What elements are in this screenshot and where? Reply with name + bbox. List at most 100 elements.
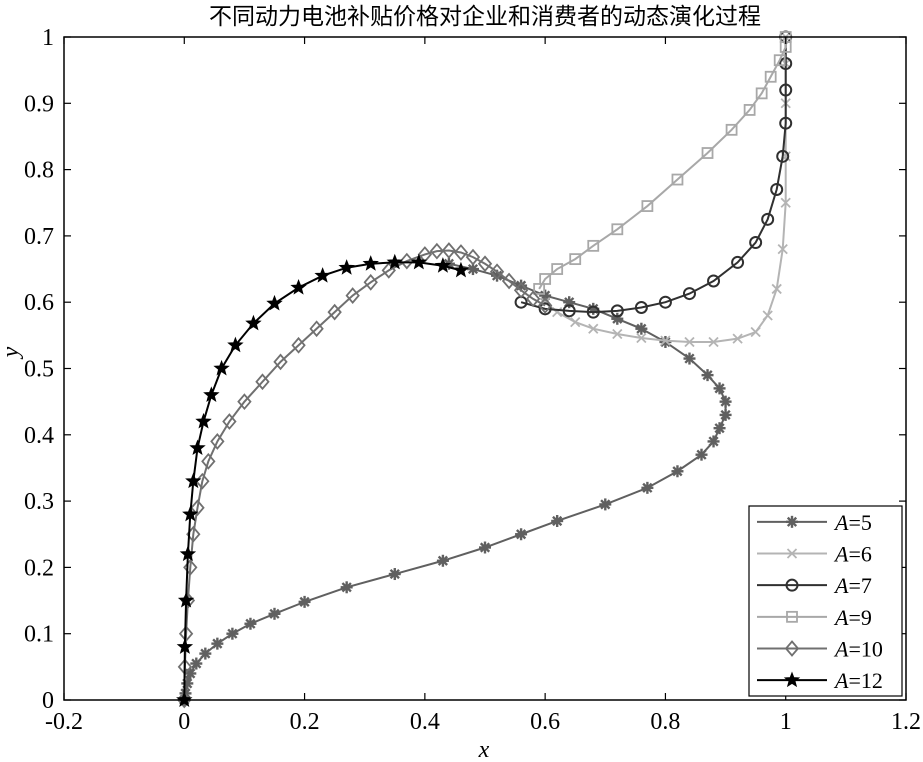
data-point — [309, 320, 324, 338]
legend-label-val: =7 — [848, 573, 871, 598]
data-point — [199, 647, 212, 660]
data-point — [707, 435, 720, 448]
data-point — [671, 173, 684, 186]
data-point — [785, 578, 799, 592]
data-point — [588, 323, 599, 334]
data-point — [537, 297, 553, 314]
data-point — [659, 335, 672, 348]
legend-entry: A=9 — [757, 605, 872, 630]
data-point — [779, 116, 793, 130]
data-point — [641, 481, 654, 494]
data-point — [452, 261, 470, 278]
legend-label: A=6 — [833, 542, 872, 567]
data-point — [182, 505, 199, 522]
data-point — [201, 452, 216, 470]
data-point — [338, 259, 355, 275]
data-point — [345, 287, 360, 304]
data-point — [255, 373, 270, 391]
legend-label-var: A — [833, 542, 849, 567]
x-tick-label: 0.8 — [650, 709, 680, 735]
data-point — [611, 223, 624, 236]
legend-box — [748, 505, 903, 697]
y-tick-label: 0.5 — [24, 357, 54, 383]
data-point — [671, 465, 684, 478]
data-point — [636, 332, 647, 344]
data-point — [750, 326, 761, 338]
data-point — [501, 272, 517, 290]
legend-label: A=10 — [833, 637, 883, 662]
data-point — [587, 239, 600, 252]
data-point — [538, 302, 552, 316]
y-axis-label: y — [0, 346, 24, 359]
data-point — [290, 278, 307, 295]
data-point — [682, 287, 696, 301]
data-point — [429, 242, 445, 260]
data-point — [489, 263, 505, 281]
data-point — [634, 301, 648, 315]
y-tick-label: 1 — [42, 25, 54, 51]
data-point — [453, 244, 469, 261]
legend-label-val: =5 — [848, 510, 871, 535]
y-tick-label: 0.9 — [24, 91, 54, 117]
x-axis-label: x — [478, 737, 490, 762]
series-a-10 — [177, 242, 553, 709]
data-point — [770, 182, 784, 196]
data-point — [314, 267, 331, 283]
data-point — [780, 197, 791, 208]
y-tick-label: 0.8 — [24, 158, 54, 184]
x-tick-label: 0 — [178, 709, 190, 735]
data-point — [436, 554, 449, 567]
legend-label-var: A — [833, 637, 849, 662]
legend-label: A=7 — [833, 573, 872, 598]
data-point — [725, 123, 738, 136]
legend-label: A=5 — [833, 510, 872, 535]
axis-ticks: -0.2 0 0.2 0.4 0.6 0.8 1 1.200.10.20.30.40.50.6… — [24, 25, 921, 735]
data-point — [245, 314, 262, 331]
data-point — [641, 200, 654, 212]
data-point — [183, 559, 198, 576]
data-point — [298, 595, 311, 608]
data-point — [707, 274, 721, 288]
data-point — [719, 408, 732, 421]
legend-entry: A=12 — [757, 668, 883, 693]
data-point — [779, 83, 793, 97]
data-point — [771, 283, 782, 295]
data-point — [599, 498, 612, 511]
data-point — [732, 333, 743, 344]
data-point — [586, 305, 600, 319]
data-point — [213, 359, 230, 376]
data-point — [695, 448, 708, 461]
legend-entry: A=7 — [757, 573, 872, 598]
data-point — [226, 627, 239, 640]
legend-label-val: =10 — [848, 637, 882, 662]
data-point — [388, 568, 401, 581]
data-point — [786, 610, 798, 623]
y-tick-label: 0.1 — [24, 622, 54, 648]
data-point — [434, 257, 452, 273]
data-point — [762, 310, 773, 321]
data-point — [779, 57, 793, 71]
legend: A=5A=6A=7A=9A=10A=12 — [748, 505, 903, 697]
data-point — [203, 386, 220, 402]
data-point — [610, 304, 624, 318]
data-point — [195, 412, 212, 429]
data-point — [189, 439, 206, 456]
data-point — [660, 335, 671, 346]
data-point — [273, 353, 288, 371]
data-point — [327, 303, 342, 321]
data-point — [381, 261, 396, 279]
legend-label-var: A — [833, 510, 849, 535]
data-point — [268, 607, 281, 620]
data-point — [683, 352, 696, 365]
chart-title: 不同动力电池补贴价格对企业和消费者的动态演化过程 — [209, 4, 761, 30]
data-point — [551, 263, 564, 275]
data-point — [291, 336, 306, 354]
data-point — [179, 545, 197, 562]
data-point — [570, 316, 581, 328]
x-tick-label: 1.2 — [891, 709, 921, 735]
data-point — [399, 252, 414, 270]
data-point — [410, 253, 428, 270]
legend-entry: A=5 — [757, 510, 872, 535]
data-point — [776, 149, 790, 163]
